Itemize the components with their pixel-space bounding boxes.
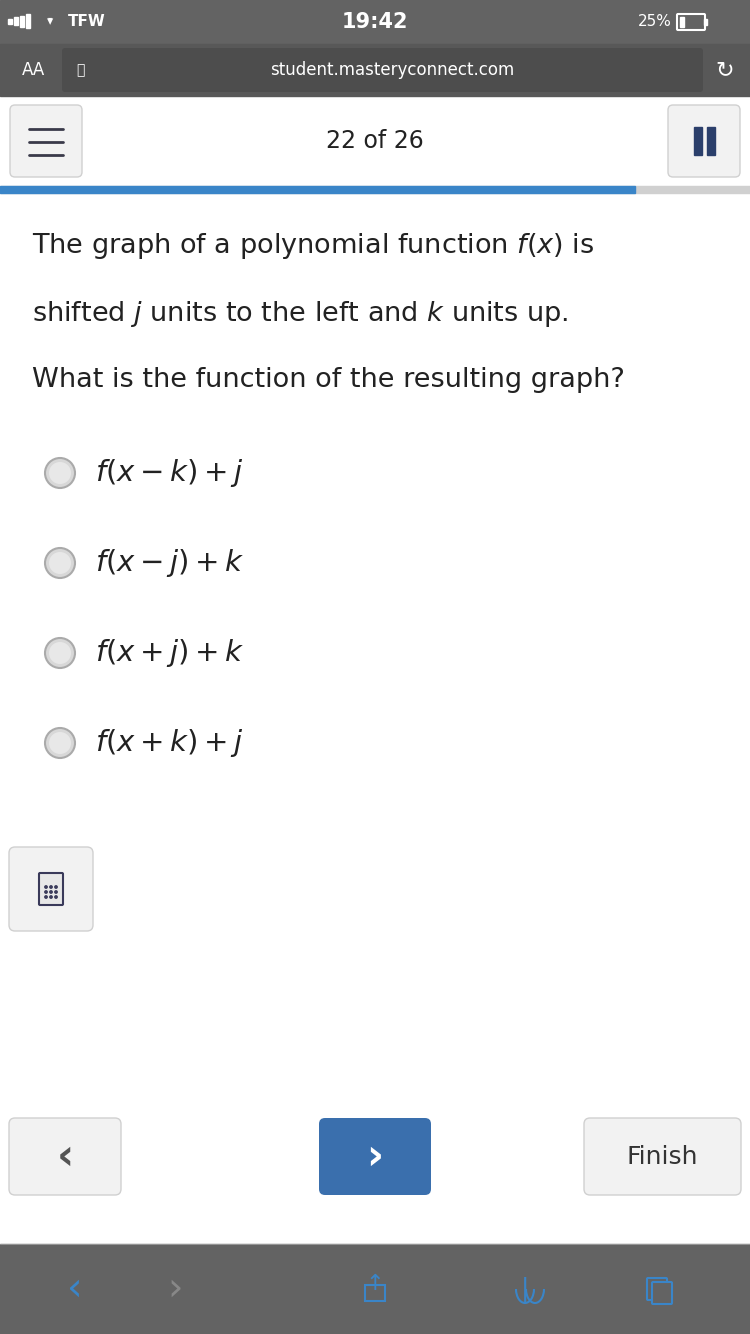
FancyBboxPatch shape [647, 1278, 667, 1301]
Text: ‹: ‹ [56, 1135, 74, 1178]
Circle shape [50, 896, 52, 898]
Text: ›: › [167, 1270, 183, 1309]
Circle shape [45, 886, 47, 888]
Text: 🔒: 🔒 [76, 63, 84, 77]
FancyBboxPatch shape [584, 1118, 741, 1195]
Circle shape [50, 891, 52, 894]
Bar [706, 127, 715, 155]
Bar [694, 127, 701, 155]
Text: $f(x-k)+j$: $f(x-k)+j$ [95, 458, 244, 490]
Text: AA: AA [22, 61, 45, 79]
FancyBboxPatch shape [652, 1282, 672, 1305]
Text: 19:42: 19:42 [342, 12, 408, 32]
FancyBboxPatch shape [319, 1118, 431, 1195]
Bar [0, 185, 634, 193]
Text: ‹: ‹ [68, 1270, 82, 1309]
Text: shifted $j$ units to the left and $k$ units up.: shifted $j$ units to the left and $k$ un… [32, 299, 568, 329]
Circle shape [55, 891, 57, 894]
Circle shape [45, 548, 75, 578]
Bar [0, 1245, 750, 1334]
Text: ↑: ↑ [366, 1274, 384, 1294]
Text: ↻: ↻ [716, 60, 734, 80]
Circle shape [49, 552, 71, 574]
FancyBboxPatch shape [9, 847, 93, 931]
Bar [704, 19, 707, 25]
Bar [8, 19, 12, 24]
Circle shape [49, 642, 71, 664]
Text: $f(x+k)+j$: $f(x+k)+j$ [95, 727, 244, 759]
Text: student.masteryconnect.com: student.masteryconnect.com [270, 61, 514, 79]
Circle shape [55, 886, 57, 888]
Bar [0, 44, 750, 96]
Circle shape [50, 886, 52, 888]
FancyBboxPatch shape [10, 105, 82, 177]
Bar [20, 16, 24, 27]
Bar [0, 96, 750, 1245]
Circle shape [49, 462, 71, 484]
FancyBboxPatch shape [9, 1118, 121, 1195]
Circle shape [45, 458, 75, 488]
Circle shape [49, 732, 71, 754]
Circle shape [45, 638, 75, 668]
Text: ▾: ▾ [48, 15, 52, 24]
FancyBboxPatch shape [668, 105, 740, 177]
Text: 22 of 26: 22 of 26 [326, 129, 424, 153]
Circle shape [45, 728, 75, 758]
Text: The graph of a polynomial function $f(x)$ is: The graph of a polynomial function $f(x)… [32, 231, 595, 261]
Bar [26, 13, 30, 28]
Text: Finish: Finish [627, 1145, 698, 1169]
FancyBboxPatch shape [62, 48, 703, 92]
Circle shape [45, 896, 47, 898]
Text: What is the function of the resulting graph?: What is the function of the resulting gr… [32, 367, 625, 394]
Bar [0, 0, 750, 44]
Bar [0, 185, 750, 193]
FancyBboxPatch shape [39, 872, 63, 904]
Text: |: | [520, 1277, 530, 1302]
Bar [365, 1285, 385, 1301]
Bar [680, 17, 684, 27]
Text: 25%: 25% [638, 15, 672, 29]
Circle shape [45, 891, 47, 894]
Text: $f(x-j)+k$: $f(x-j)+k$ [95, 547, 244, 579]
Circle shape [55, 896, 57, 898]
Bar [14, 17, 18, 25]
Text: ›: › [367, 1135, 383, 1178]
Text: ▾: ▾ [46, 16, 53, 28]
Text: TFW: TFW [68, 15, 106, 29]
Text: $f(x+j)+k$: $f(x+j)+k$ [95, 638, 244, 668]
